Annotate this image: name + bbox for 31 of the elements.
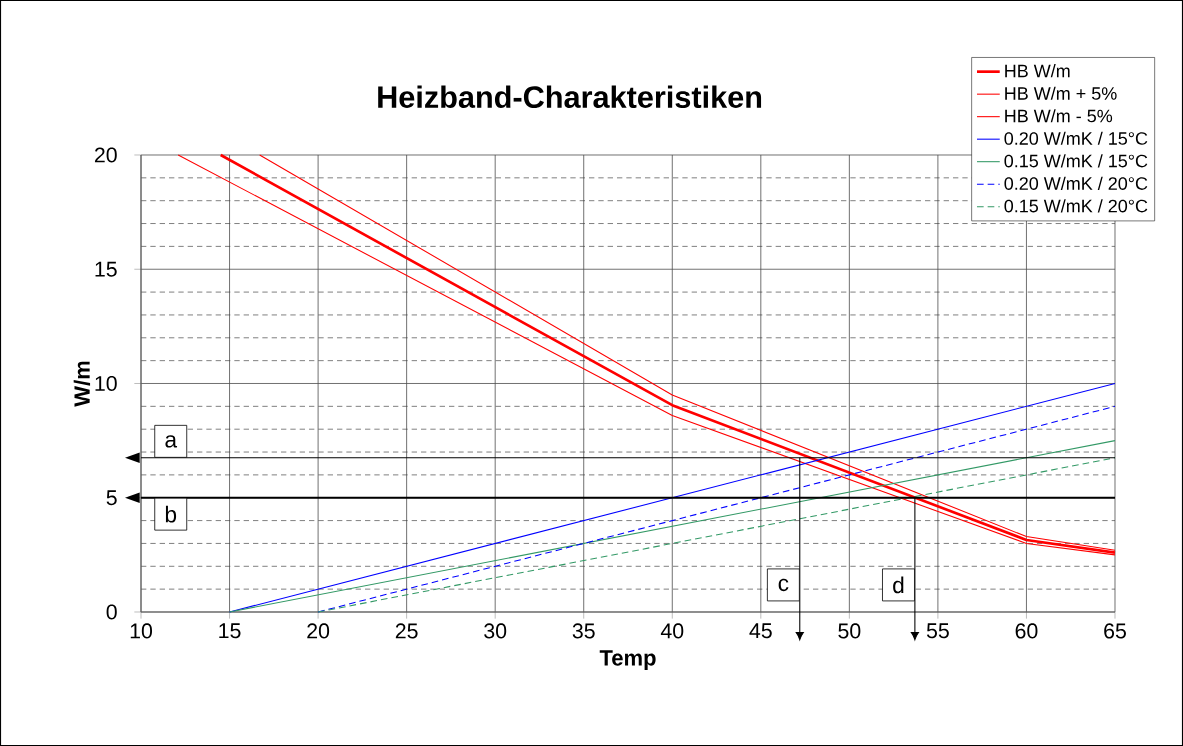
x-tick-label: 45 (749, 623, 772, 639)
y-tick-label: 15 (95, 261, 117, 277)
x-tick-label: 35 (572, 623, 595, 639)
x-tick-label: 50 (838, 623, 861, 639)
legend-label: 0.15 W/mK / 20°C (1004, 199, 1148, 213)
x-tick-label: 55 (926, 623, 949, 639)
y-tick-label: 20 (94, 147, 117, 163)
x-axis-title: Temp (599, 650, 656, 670)
x-tick-label: 15 (219, 623, 241, 639)
x-tick-label: 10 (130, 623, 153, 639)
legend-label: 0.20 W/mK / 20°C (1004, 176, 1148, 190)
x-tick-label: 30 (484, 623, 507, 639)
legend-label: 0.20 W/mK / 15°C (1004, 131, 1148, 145)
x-tick-label: 60 (1015, 623, 1038, 639)
legend-label: HB W/m - 5% (1005, 109, 1113, 123)
legend-label: 0.15 W/mK / 15°C (1004, 154, 1148, 168)
x-tick-label: 25 (395, 623, 418, 639)
legend-label: HB W/m + 5% (1005, 86, 1117, 100)
legend-label: HB W/m (1005, 64, 1070, 78)
ref-line-label: a (165, 435, 178, 448)
x-tick-label: 65 (1104, 623, 1126, 639)
ref-line-label: c (778, 578, 789, 592)
ref-line-label: b (165, 505, 177, 523)
x-tick-label: 40 (660, 623, 684, 639)
ref-line-label: d (893, 576, 904, 594)
chart-title: Heizband-Charakteristiken (378, 85, 762, 108)
y-tick-label: 5 (106, 490, 117, 506)
y-tick-label: 0 (106, 604, 117, 620)
y-axis-title: W/m (73, 361, 91, 407)
x-tick-label: 20 (307, 623, 330, 639)
y-tick-label: 10 (95, 375, 117, 392)
